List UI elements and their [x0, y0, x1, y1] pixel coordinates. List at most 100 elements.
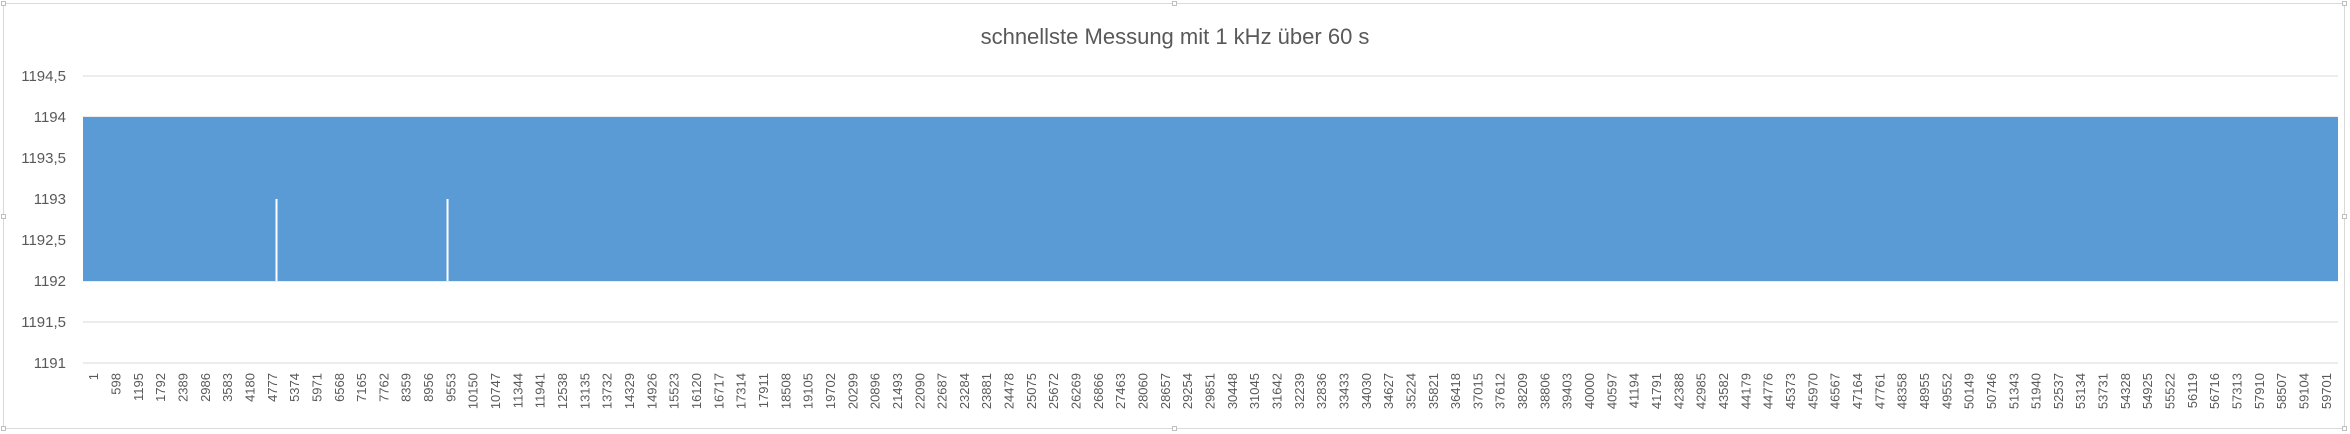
x-tick-label: 4777	[265, 373, 280, 402]
x-tick-label: 53134	[2073, 373, 2088, 409]
resize-handle-middle-left[interactable]	[1, 214, 6, 219]
resize-handle-bottom-center[interactable]	[1172, 426, 1177, 431]
x-tick-label: 47164	[1850, 373, 1865, 409]
x-tick-label: 19105	[801, 373, 816, 409]
x-tick-label: 34627	[1381, 373, 1396, 409]
x-tick-label: 34030	[1359, 373, 1374, 409]
x-tick-label: 52537	[2051, 373, 2066, 409]
x-tick-label: 58507	[2274, 373, 2289, 409]
chart-title: schnellste Messung mit 1 kHz über 60 s	[981, 24, 1370, 49]
x-tick-label: 16717	[711, 373, 726, 409]
series-area[interactable]	[83, 117, 2338, 281]
x-tick-label: 28657	[1158, 373, 1173, 409]
x-tick-label: 15523	[667, 373, 682, 409]
x-tick-label: 51940	[2029, 373, 2044, 409]
x-tick-label: 46567	[1828, 373, 1843, 409]
y-tick-label: 1194,5	[21, 68, 66, 85]
x-tick-label: 7165	[354, 373, 369, 402]
resize-handle-middle-right[interactable]	[2342, 214, 2347, 219]
x-tick-label: 8359	[399, 373, 414, 402]
x-tick-label: 3583	[220, 373, 235, 402]
x-tick-label: 39403	[1560, 373, 1575, 409]
x-tick-label: 27463	[1113, 373, 1128, 409]
x-tick-label: 36418	[1448, 373, 1463, 409]
x-tick-label: 14329	[622, 373, 637, 409]
x-tick-label: 54925	[2140, 373, 2155, 409]
x-tick-label: 13135	[577, 373, 592, 409]
x-tick-label: 19702	[823, 373, 838, 409]
x-tick-label: 48358	[1895, 373, 1910, 409]
y-axis: 1191 1191,5 1192 1192,5 1193 1193,5 1194 1194,5	[21, 68, 66, 372]
x-tick-label: 16120	[689, 373, 704, 409]
x-tick-label: 2986	[198, 373, 213, 402]
x-tick-label: 33433	[1336, 373, 1351, 409]
x-tick-label: 29254	[1180, 373, 1195, 409]
y-tick-label: 1192,5	[21, 232, 66, 249]
x-tick-label: 6568	[332, 373, 347, 402]
x-tick-label: 598	[108, 373, 123, 395]
x-tick-label: 54328	[2118, 373, 2133, 409]
y-tick-label: 1193,5	[21, 150, 66, 167]
x-tick-label: 13732	[600, 373, 615, 409]
resize-handle-top-center[interactable]	[1172, 1, 1177, 6]
x-tick-label: 42388	[1671, 373, 1686, 409]
x-tick-label: 2389	[175, 373, 190, 402]
x-tick-label: 43582	[1716, 373, 1731, 409]
x-tick-label: 48955	[1917, 373, 1932, 409]
x-tick-label: 11344	[510, 373, 525, 408]
x-tick-label: 5971	[309, 373, 324, 402]
x-tick-label: 28060	[1136, 373, 1151, 409]
x-tick-label: 53731	[2096, 373, 2111, 409]
x-tick-label: 17911	[756, 373, 771, 408]
x-tick-label: 35821	[1426, 373, 1441, 409]
x-tick-label: 1792	[153, 373, 168, 402]
x-tick-label: 37612	[1493, 373, 1508, 409]
x-tick-label: 1	[86, 373, 101, 380]
x-tick-label: 51343	[2006, 373, 2021, 409]
resize-handle-bottom-right[interactable]	[2342, 426, 2347, 431]
x-tick-label: 49552	[1939, 373, 1954, 409]
series-dip	[275, 199, 278, 281]
x-tick-label: 14926	[644, 373, 659, 409]
x-tick-label: 41194	[1627, 373, 1642, 408]
x-tick-label: 21493	[890, 373, 905, 409]
x-tick-label: 32239	[1292, 373, 1307, 409]
x-axis: 1 598 1195 1792 2389 2986 3583 4180 4777 5374 5971…	[86, 373, 2334, 409]
x-tick-label: 50149	[1962, 373, 1977, 409]
series-dip	[446, 199, 449, 281]
x-tick-label: 30448	[1225, 373, 1240, 409]
y-tick-label: 1191	[34, 355, 66, 372]
x-tick-label: 1195	[131, 373, 146, 401]
x-tick-label: 5374	[287, 373, 302, 402]
x-tick-label: 31642	[1269, 373, 1284, 409]
x-tick-label: 26269	[1069, 373, 1084, 409]
plot-area	[83, 117, 2338, 281]
x-tick-label: 32836	[1314, 373, 1329, 409]
x-tick-label: 25672	[1046, 373, 1061, 409]
x-tick-label: 9553	[443, 373, 458, 402]
x-tick-label: 44776	[1761, 373, 1776, 409]
resize-handle-top-left[interactable]	[1, 1, 6, 6]
resize-handle-bottom-left[interactable]	[1, 426, 6, 431]
x-tick-label: 44179	[1738, 373, 1753, 409]
x-tick-label: 17314	[734, 373, 749, 409]
x-tick-label: 42985	[1694, 373, 1709, 409]
x-tick-label: 11941	[533, 373, 548, 408]
x-tick-label: 56716	[2207, 373, 2222, 409]
resize-handle-top-right[interactable]	[2342, 1, 2347, 6]
x-tick-label: 29851	[1203, 373, 1218, 409]
x-tick-label: 59104	[2297, 373, 2312, 409]
x-tick-label: 12538	[555, 373, 570, 409]
y-tick-label: 1194	[34, 109, 66, 126]
x-tick-label: 23881	[979, 373, 994, 409]
y-tick-label: 1192	[34, 273, 66, 290]
x-tick-label: 4180	[242, 373, 257, 402]
y-tick-label: 1193	[34, 191, 66, 208]
x-tick-label: 26866	[1091, 373, 1106, 409]
x-tick-label: 57910	[2252, 373, 2267, 409]
x-tick-label: 38806	[1537, 373, 1552, 409]
x-tick-label: 22687	[935, 373, 950, 409]
x-tick-label: 35224	[1403, 373, 1418, 409]
